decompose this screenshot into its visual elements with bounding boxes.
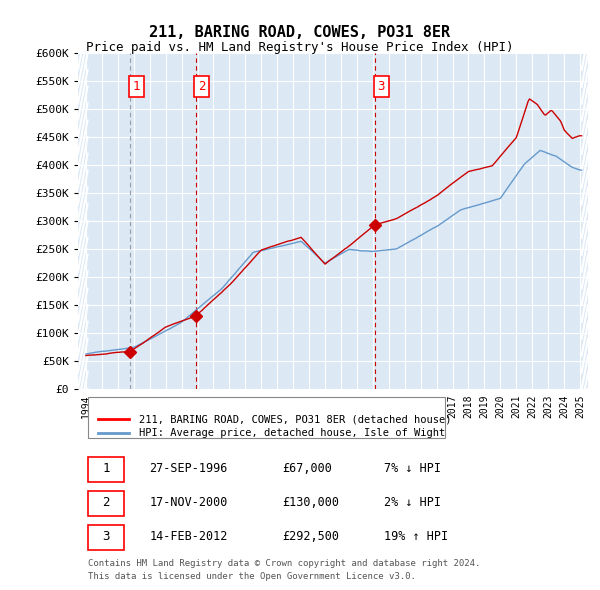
Text: 19% ↑ HPI: 19% ↑ HPI (384, 530, 448, 543)
FancyBboxPatch shape (88, 396, 445, 438)
Text: 2: 2 (102, 496, 110, 509)
Text: 1: 1 (132, 80, 140, 93)
Text: £292,500: £292,500 (282, 530, 339, 543)
FancyBboxPatch shape (88, 457, 124, 482)
Text: 1: 1 (102, 462, 110, 475)
Text: 3: 3 (102, 530, 110, 543)
Text: 7% ↓ HPI: 7% ↓ HPI (384, 462, 441, 475)
Text: 17-NOV-2000: 17-NOV-2000 (149, 496, 228, 509)
Text: 2: 2 (198, 80, 206, 93)
Text: Contains HM Land Registry data © Crown copyright and database right 2024.: Contains HM Land Registry data © Crown c… (88, 559, 481, 568)
Text: 14-FEB-2012: 14-FEB-2012 (149, 530, 228, 543)
Text: 3: 3 (377, 80, 385, 93)
FancyBboxPatch shape (88, 491, 124, 516)
FancyBboxPatch shape (88, 525, 124, 550)
Text: Price paid vs. HM Land Registry's House Price Index (HPI): Price paid vs. HM Land Registry's House … (86, 41, 514, 54)
Text: 211, BARING ROAD, COWES, PO31 8ER (detached house): 211, BARING ROAD, COWES, PO31 8ER (detac… (139, 414, 452, 424)
Text: £130,000: £130,000 (282, 496, 339, 509)
Text: HPI: Average price, detached house, Isle of Wight: HPI: Average price, detached house, Isle… (139, 428, 445, 438)
Text: 2% ↓ HPI: 2% ↓ HPI (384, 496, 441, 509)
Text: £67,000: £67,000 (282, 462, 332, 475)
Text: 211, BARING ROAD, COWES, PO31 8ER: 211, BARING ROAD, COWES, PO31 8ER (149, 25, 451, 40)
Text: 27-SEP-1996: 27-SEP-1996 (149, 462, 228, 475)
Text: This data is licensed under the Open Government Licence v3.0.: This data is licensed under the Open Gov… (88, 572, 416, 581)
